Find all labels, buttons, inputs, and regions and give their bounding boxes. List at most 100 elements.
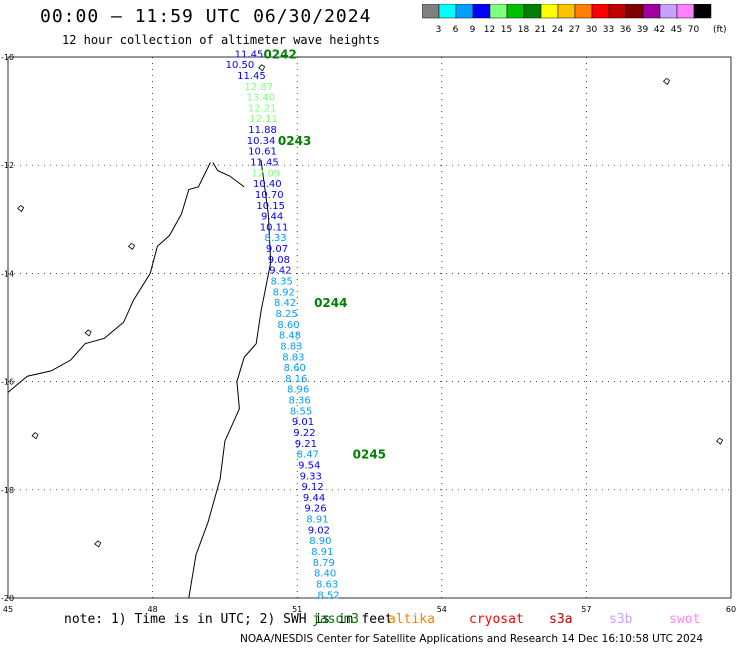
island-shape [662, 77, 671, 85]
satellite-s3a: s3a [549, 612, 573, 627]
track-value-label: 10.40 [253, 179, 282, 190]
track-value-label: 10.34 [247, 136, 276, 147]
track-value-label: 8.96 [287, 385, 309, 396]
legend-label: 21 [535, 25, 546, 35]
track-value-label: 9.02 [308, 525, 330, 536]
track-value-label: 10.61 [248, 147, 277, 158]
track-value-label: 10.50 [226, 60, 255, 71]
track-value-label: 10.15 [256, 201, 285, 212]
legend-label: 12 [484, 25, 495, 35]
time-label: 0243 [278, 134, 311, 148]
legend-unit: (ft) [713, 25, 727, 35]
legend-label: 18 [518, 25, 530, 35]
legend-label: 36 [620, 25, 632, 35]
lon-tick-label: 48 [148, 605, 158, 614]
track-value-label: 8.33 [264, 233, 286, 244]
lat-tick-label: -18 [1, 486, 14, 495]
legend-label: 24 [552, 25, 564, 35]
satellite-s3b: s3b [609, 612, 633, 627]
legend-label: 27 [569, 25, 580, 35]
track-value-label: 11.45 [235, 49, 264, 60]
legend-label: 15 [501, 25, 512, 35]
map-title: 00:00 – 11:59 UTC 06/30/2024 [40, 6, 372, 27]
track-value-label: 12.11 [249, 114, 278, 125]
track-value-label: 12.09 [252, 168, 281, 179]
track-value-label: 9.22 [293, 428, 315, 439]
track-value-label: 9.42 [269, 266, 291, 277]
lat-tick-label: -10 [1, 53, 14, 62]
satellite-cryosat: cryosat [469, 612, 524, 627]
track-value-label: 8.16 [285, 374, 307, 385]
track-value-label: 8.91 [306, 515, 328, 526]
coastline-north [212, 162, 245, 188]
lon-tick-label: 51 [292, 605, 302, 614]
track-value-label: 8.25 [275, 309, 297, 320]
track-value-label: 12.21 [248, 103, 277, 114]
track-value-label: 8.79 [313, 558, 335, 569]
note-text: note: 1) Time is in UTC; 2) SWH is in fe… [64, 612, 393, 627]
lat-tick-label: -16 [1, 378, 14, 387]
island-shape [17, 204, 25, 213]
track-value-label: 8.36 [288, 396, 310, 407]
satellite-swot: swot [669, 612, 701, 627]
legend-swatch [693, 4, 712, 19]
track-value-label: 8.63 [316, 579, 338, 590]
legend-label: 70 [688, 25, 700, 35]
legend-label: 3 [436, 25, 442, 35]
track-value-label: 8.91 [311, 547, 333, 558]
track-value-label: 10.11 [260, 222, 289, 233]
track-value-label: 9.33 [300, 471, 322, 482]
track-value-label: 9.21 [295, 439, 317, 450]
track-value-label: 9.44 [261, 212, 283, 223]
track-value-label: 9.44 [303, 493, 325, 504]
coastline-east [188, 159, 272, 599]
track-value-label: 8.48 [279, 331, 301, 342]
legend-label: 42 [654, 25, 665, 35]
lon-tick-label: 54 [437, 605, 447, 614]
track-value-label: 9.12 [301, 482, 323, 493]
island-shape [715, 437, 724, 445]
track-value-label: 8.42 [274, 298, 296, 309]
track-value-label: 8.47 [297, 450, 319, 461]
track-value-label: 13.40 [246, 93, 275, 104]
track-value-label: 9.54 [298, 460, 320, 471]
track-value-label: 8.92 [273, 287, 295, 298]
track-value-label: 11.45 [237, 71, 266, 82]
track-value-label: 8.60 [277, 320, 299, 331]
track-value-label: 8.52 [317, 590, 339, 601]
legend-label: 6 [453, 25, 459, 35]
track-value-label: 8.83 [280, 341, 302, 352]
coastline-west [7, 162, 211, 393]
island-shape [84, 329, 92, 337]
island-shape [127, 242, 136, 250]
time-label: 0242 [263, 47, 296, 61]
time-label: 0244 [314, 296, 347, 310]
legend-label: 9 [470, 25, 476, 35]
track-value-label: 9.07 [266, 244, 288, 255]
track-value-label: 9.01 [292, 417, 314, 428]
lon-tick-label: 45 [3, 605, 13, 614]
lat-tick-label: -14 [1, 269, 14, 278]
lon-tick-label: 57 [581, 605, 591, 614]
footer-credit: NOAA/NESDIS Center for Satellite Applica… [240, 633, 704, 645]
track-value-label: 9.26 [304, 504, 326, 515]
track-value-label: 11.88 [248, 125, 277, 136]
map-subtitle: 12 hour collection of altimeter wave hei… [62, 33, 380, 47]
track-value-label: 9.08 [268, 255, 290, 266]
island-shape [31, 432, 39, 440]
time-label: 0245 [353, 448, 386, 462]
legend-label: 39 [637, 25, 649, 35]
legend-label: 33 [603, 25, 614, 35]
track-value-label: 12.87 [245, 82, 274, 93]
legend-label: 45 [671, 25, 682, 35]
map-frame [7, 56, 732, 599]
track-value-label: 11.45 [250, 157, 279, 168]
track-value-label: 10.70 [255, 190, 284, 201]
track-value-label: 8.40 [314, 569, 336, 580]
track-value-label: 8.83 [282, 352, 304, 363]
track-value-label: 8.35 [271, 277, 293, 288]
legend-label: 30 [586, 25, 598, 35]
satellite-altika: altika [388, 612, 435, 627]
wave-height-legend: 3 6 9 12 15 18 21 24 27 30 33 36 39 42 45 70 (ft) [422, 4, 727, 35]
